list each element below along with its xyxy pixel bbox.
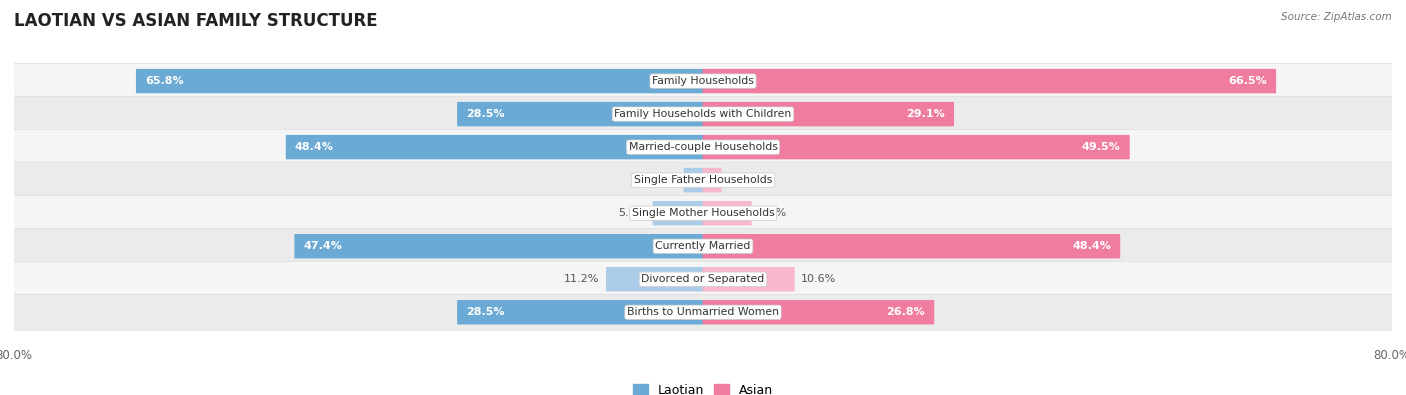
FancyBboxPatch shape (457, 102, 703, 126)
FancyBboxPatch shape (13, 63, 1393, 99)
FancyBboxPatch shape (652, 201, 703, 226)
FancyBboxPatch shape (13, 294, 1393, 330)
Text: 26.8%: 26.8% (886, 307, 925, 317)
Text: Married-couple Households: Married-couple Households (628, 142, 778, 152)
Text: 2.1%: 2.1% (728, 175, 756, 185)
FancyBboxPatch shape (136, 69, 703, 93)
Text: Source: ZipAtlas.com: Source: ZipAtlas.com (1281, 12, 1392, 22)
FancyBboxPatch shape (703, 267, 794, 292)
FancyBboxPatch shape (294, 234, 703, 258)
Text: LAOTIAN VS ASIAN FAMILY STRUCTURE: LAOTIAN VS ASIAN FAMILY STRUCTURE (14, 12, 378, 30)
FancyBboxPatch shape (606, 267, 703, 292)
FancyBboxPatch shape (13, 96, 1393, 132)
Text: Currently Married: Currently Married (655, 241, 751, 251)
FancyBboxPatch shape (703, 102, 955, 126)
Text: 49.5%: 49.5% (1083, 142, 1121, 152)
FancyBboxPatch shape (703, 69, 1277, 93)
Text: 5.8%: 5.8% (617, 208, 647, 218)
Text: Family Households with Children: Family Households with Children (614, 109, 792, 119)
FancyBboxPatch shape (285, 135, 703, 159)
Text: Divorced or Separated: Divorced or Separated (641, 274, 765, 284)
FancyBboxPatch shape (13, 129, 1393, 165)
FancyBboxPatch shape (703, 135, 1129, 159)
FancyBboxPatch shape (457, 300, 703, 325)
Text: 47.4%: 47.4% (304, 241, 342, 251)
FancyBboxPatch shape (703, 201, 752, 226)
FancyBboxPatch shape (683, 168, 703, 192)
Text: 5.6%: 5.6% (758, 208, 786, 218)
Text: Single Mother Households: Single Mother Households (631, 208, 775, 218)
Text: 66.5%: 66.5% (1229, 76, 1267, 86)
Text: 48.4%: 48.4% (295, 142, 333, 152)
Legend: Laotian, Asian: Laotian, Asian (627, 379, 779, 395)
FancyBboxPatch shape (13, 228, 1393, 264)
FancyBboxPatch shape (703, 300, 934, 325)
FancyBboxPatch shape (13, 162, 1393, 198)
FancyBboxPatch shape (13, 196, 1393, 231)
Text: 10.6%: 10.6% (801, 274, 837, 284)
Text: 48.4%: 48.4% (1073, 241, 1111, 251)
Text: 29.1%: 29.1% (907, 109, 945, 119)
FancyBboxPatch shape (703, 234, 1121, 258)
Text: 28.5%: 28.5% (467, 307, 505, 317)
Text: Single Father Households: Single Father Households (634, 175, 772, 185)
Text: Family Households: Family Households (652, 76, 754, 86)
Text: 2.2%: 2.2% (648, 175, 678, 185)
FancyBboxPatch shape (703, 168, 721, 192)
Text: 11.2%: 11.2% (564, 274, 599, 284)
Text: 28.5%: 28.5% (467, 109, 505, 119)
Text: Births to Unmarried Women: Births to Unmarried Women (627, 307, 779, 317)
Text: 65.8%: 65.8% (145, 76, 184, 86)
FancyBboxPatch shape (13, 261, 1393, 297)
